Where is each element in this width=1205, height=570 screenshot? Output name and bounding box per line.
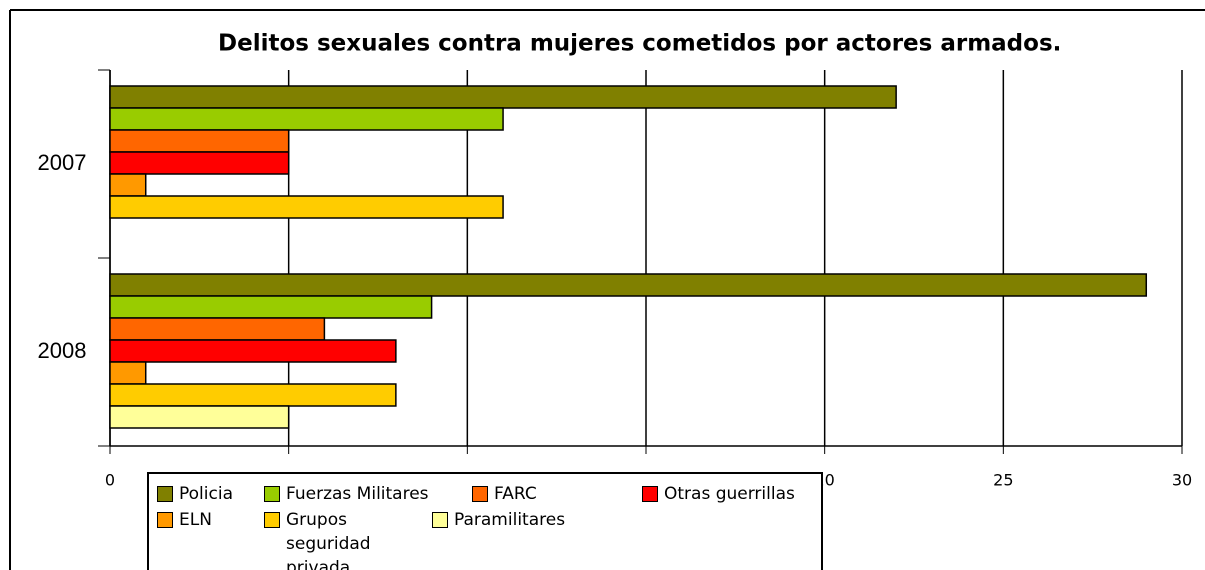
legend-swatch: [264, 486, 280, 502]
legend-item: ELN: [157, 508, 257, 532]
legend-item: Grupos seguridad privada: [264, 508, 414, 570]
legend-swatch: [157, 512, 173, 528]
legend-label: Paramilitares: [454, 510, 566, 530]
bar: [109, 129, 290, 153]
legend-item: Paramilitares: [432, 508, 632, 532]
bar: [109, 361, 147, 385]
legend-swatch: [157, 486, 173, 502]
bar: [109, 151, 290, 175]
legend-item: Policia: [157, 482, 257, 506]
legend-label: Policia: [179, 484, 233, 504]
legend-item: Fuerzas Militares: [264, 482, 464, 506]
legend-swatch: [432, 512, 448, 528]
legend-swatch: [642, 486, 658, 502]
y-tick-label: 2007: [38, 150, 87, 175]
legend-item: FARC: [472, 482, 632, 506]
y-tick-label: 2008: [38, 338, 87, 363]
x-tick-label: 30: [1172, 471, 1192, 490]
bar: [109, 405, 290, 429]
x-tick-label: 0: [105, 471, 115, 490]
legend: Policia Fuerzas Militares FARC Otras guerri…: [147, 472, 823, 570]
legend-swatch: [264, 512, 280, 528]
bar: [109, 173, 147, 197]
legend-label: FARC: [494, 484, 537, 504]
bar: [109, 107, 504, 131]
bar: [109, 317, 326, 341]
legend-label: Otras guerrillas: [664, 484, 795, 504]
bar: [109, 195, 504, 219]
legend-label: Fuerzas Militares: [286, 484, 429, 504]
x-tick-label: 25: [993, 471, 1013, 490]
legend-swatch: [472, 486, 488, 502]
legend-item: Otras guerrillas: [642, 482, 832, 506]
bar: [109, 295, 433, 319]
chart-title: Delitos sexuales contra mujeres cometido…: [218, 31, 1061, 57]
bar: [109, 273, 1148, 297]
bar: [109, 383, 397, 407]
bar: [109, 339, 397, 363]
bar: [109, 85, 897, 109]
legend-label: ELN: [179, 510, 212, 530]
legend-label: Grupos seguridad privada: [286, 510, 371, 570]
